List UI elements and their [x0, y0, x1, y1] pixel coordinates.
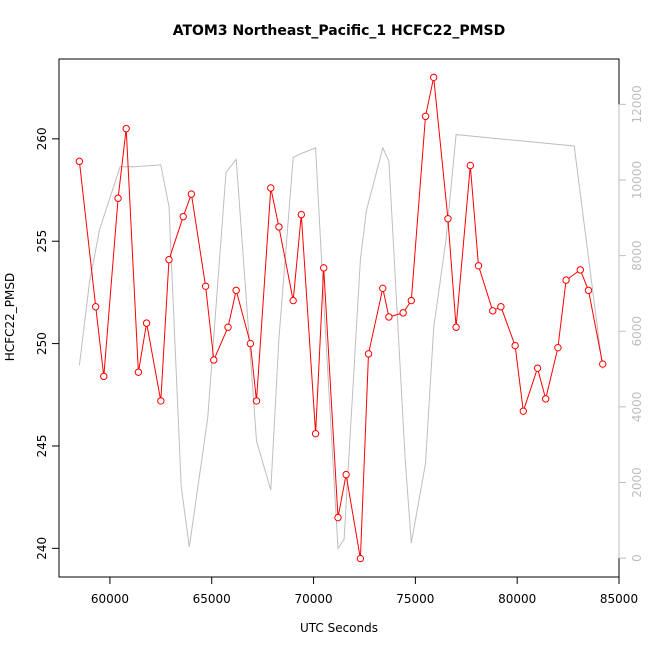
data-point: [334, 513, 342, 522]
y-axis-left: 240 245 250 255 260: [35, 127, 60, 560]
series-left-axis: [75, 73, 607, 563]
data-point: [421, 112, 430, 121]
y-axis-right: 0 2000 4000 6000 8000 10000 12000: [618, 85, 644, 562]
x-tick-label: 65000: [193, 592, 231, 606]
x-tick-label: 70000: [294, 592, 332, 606]
y2-tick-label: 10000: [630, 161, 644, 199]
data-point: [297, 210, 306, 219]
data-point: [466, 161, 475, 170]
y-axis-label: HCFC22_PMSD: [3, 273, 17, 361]
data-point: [134, 368, 143, 376]
data-point: [379, 284, 387, 293]
data-point: [246, 339, 255, 348]
data-point: [91, 303, 100, 311]
red-series-line: [78, 77, 604, 559]
data-point: [187, 190, 196, 198]
data-point: [519, 407, 527, 415]
x-tick-label: 85000: [600, 592, 638, 606]
data-point: [275, 223, 283, 231]
data-point: [165, 255, 173, 264]
data-point: [342, 470, 350, 479]
x-tick-label: 75000: [396, 592, 434, 606]
y2-tick-label: 12000: [630, 85, 644, 123]
y-tick-label: 260: [35, 127, 49, 150]
data-point: [267, 184, 275, 192]
data-point: [474, 262, 483, 270]
data-point: [320, 264, 328, 272]
data-point: [385, 313, 393, 321]
y-tick-label: 255: [35, 230, 49, 253]
data-point: [599, 360, 607, 368]
data-point: [75, 157, 84, 166]
y2-tick-label: 4000: [630, 392, 644, 423]
series-right-axis: [78, 134, 604, 551]
data-point: [232, 286, 240, 295]
gray-series-line: [78, 134, 604, 551]
data-point: [252, 397, 261, 405]
data-point: [407, 296, 415, 305]
data-point: [356, 554, 365, 563]
data-point: [576, 266, 585, 274]
x-tick-label: 60000: [91, 592, 129, 606]
data-point: [489, 307, 497, 315]
data-point: [201, 282, 210, 290]
y2-tick-label: 6000: [630, 316, 644, 347]
data-point: [157, 397, 165, 405]
y-tick-label: 245: [35, 435, 49, 458]
data-point: [429, 73, 438, 82]
data-point: [100, 372, 108, 381]
x-tick-label: 80000: [498, 592, 536, 606]
data-point: [497, 303, 505, 311]
y2-tick-label: 2000: [630, 467, 644, 498]
data-point: [541, 395, 550, 403]
y-tick-label: 240: [35, 537, 49, 560]
data-point: [122, 124, 130, 133]
data-point: [399, 309, 407, 317]
x-axis-label: UTC Seconds: [300, 621, 378, 635]
data-point: [444, 214, 452, 223]
data-point: [142, 319, 151, 327]
x-axis: 60000 65000 70000 75000 80000 85000: [91, 576, 638, 606]
data-point: [554, 343, 562, 352]
data-point: [114, 194, 122, 202]
data-point: [210, 356, 218, 364]
chart-title: ATOM3 Northeast_Pacific_1 HCFC22_PMSD: [173, 23, 506, 39]
plot-area-frame: [58, 58, 620, 578]
data-point: [364, 350, 373, 358]
data-point: [311, 429, 320, 438]
data-point: [179, 212, 187, 221]
data-point: [584, 286, 593, 295]
y2-tick-label: 8000: [630, 240, 644, 271]
data-point: [533, 364, 542, 372]
data-point: [289, 296, 297, 305]
y2-tick-label: 0: [630, 554, 644, 562]
data-point: [562, 276, 570, 284]
y-tick-label: 250: [35, 332, 49, 355]
series-layer: [75, 73, 607, 563]
data-point: [224, 323, 232, 331]
data-point: [511, 341, 519, 350]
data-point: [452, 323, 460, 331]
